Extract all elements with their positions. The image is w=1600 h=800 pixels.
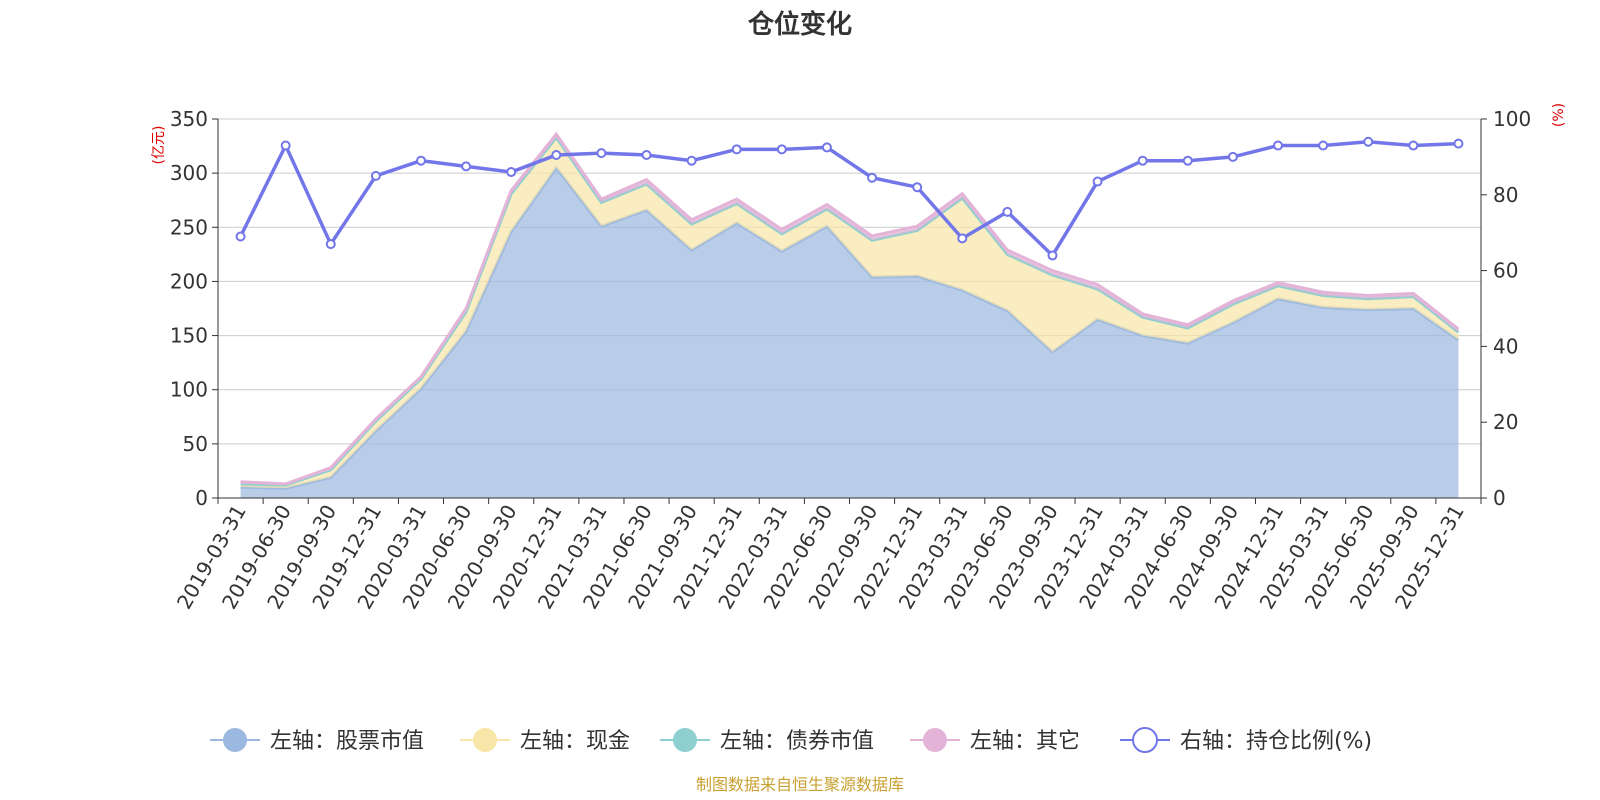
legend: 左轴：股票市值 左轴：现金 左轴：债券市值 左轴：其它 右轴：持仓比例(%) — [210, 727, 1372, 754]
ratio-point — [325, 239, 336, 250]
legend-label: 左轴：债券市值 — [720, 729, 874, 754]
y-left-tick-label: 50 — [183, 432, 208, 456]
ratio-point — [1273, 140, 1284, 151]
y-right-tick-label: 0 — [1493, 486, 1506, 510]
ratio-point — [280, 140, 291, 151]
y-left-tick-label: 150 — [170, 324, 208, 348]
ratio-point — [686, 155, 697, 166]
y-right-tick-label: 100 — [1493, 107, 1531, 131]
stacked-areas — [240, 131, 1460, 498]
position-ratio-line — [235, 136, 1464, 261]
ratio-point — [235, 231, 246, 242]
legend-marker — [1132, 727, 1158, 753]
ratio-polyline — [238, 139, 1459, 259]
ratio-point — [1092, 176, 1103, 187]
y-left-tick-label: 100 — [170, 378, 208, 402]
legend-marker — [223, 728, 247, 752]
y-left-tick-label: 200 — [170, 269, 208, 293]
source-note: 制图数据来自恒生聚源数据库 — [696, 775, 904, 794]
ratio-point — [1363, 136, 1374, 147]
ratio-point — [506, 167, 517, 178]
legend-marker — [473, 728, 497, 752]
ratio-point — [867, 172, 878, 183]
ratio-point — [1318, 140, 1329, 151]
ratio-point — [461, 161, 472, 172]
area-左轴：股票市值 — [240, 167, 1459, 498]
y-right-tick-label: 40 — [1493, 334, 1518, 358]
legend-label: 左轴：现金 — [520, 729, 630, 754]
right-axis-unit: (%) — [1551, 103, 1567, 127]
ratio-point — [370, 170, 381, 181]
chart-title: 仓位变化 — [747, 9, 852, 40]
legend-label: 右轴：持仓比例(%) — [1180, 729, 1372, 754]
y-left-tick-label: 300 — [170, 161, 208, 185]
ratio-point — [731, 144, 742, 155]
y-right-tick-label: 20 — [1493, 410, 1518, 434]
ratio-point — [1047, 250, 1058, 261]
ratio-point — [821, 142, 832, 153]
legend-marker — [923, 728, 947, 752]
ratio-point — [1002, 206, 1013, 217]
y-left-tick-label: 0 — [195, 486, 208, 510]
ratio-point — [776, 144, 787, 155]
ratio-point — [957, 233, 968, 244]
ratio-point — [641, 150, 652, 161]
y-left-tick-label: 350 — [170, 107, 208, 131]
ratio-point — [596, 148, 607, 159]
y-right-tick-label: 80 — [1493, 183, 1518, 207]
legend-label: 左轴：股票市值 — [270, 729, 424, 754]
legend-label: 左轴：其它 — [970, 729, 1080, 754]
area-edge-左轴：其它 — [240, 131, 1460, 486]
ratio-point — [1137, 155, 1148, 166]
ratio-point — [551, 150, 562, 161]
ratio-point — [1227, 151, 1238, 162]
y-left-tick-label: 250 — [170, 215, 208, 239]
ratio-point — [415, 155, 426, 166]
ratio-point — [912, 182, 923, 193]
y-right-tick-label: 60 — [1493, 259, 1518, 283]
ratio-point — [1453, 138, 1464, 149]
left-axis-unit: (亿元) — [151, 126, 167, 165]
ratio-point — [1408, 140, 1419, 151]
legend-marker — [673, 728, 697, 752]
ratio-point — [1182, 155, 1193, 166]
